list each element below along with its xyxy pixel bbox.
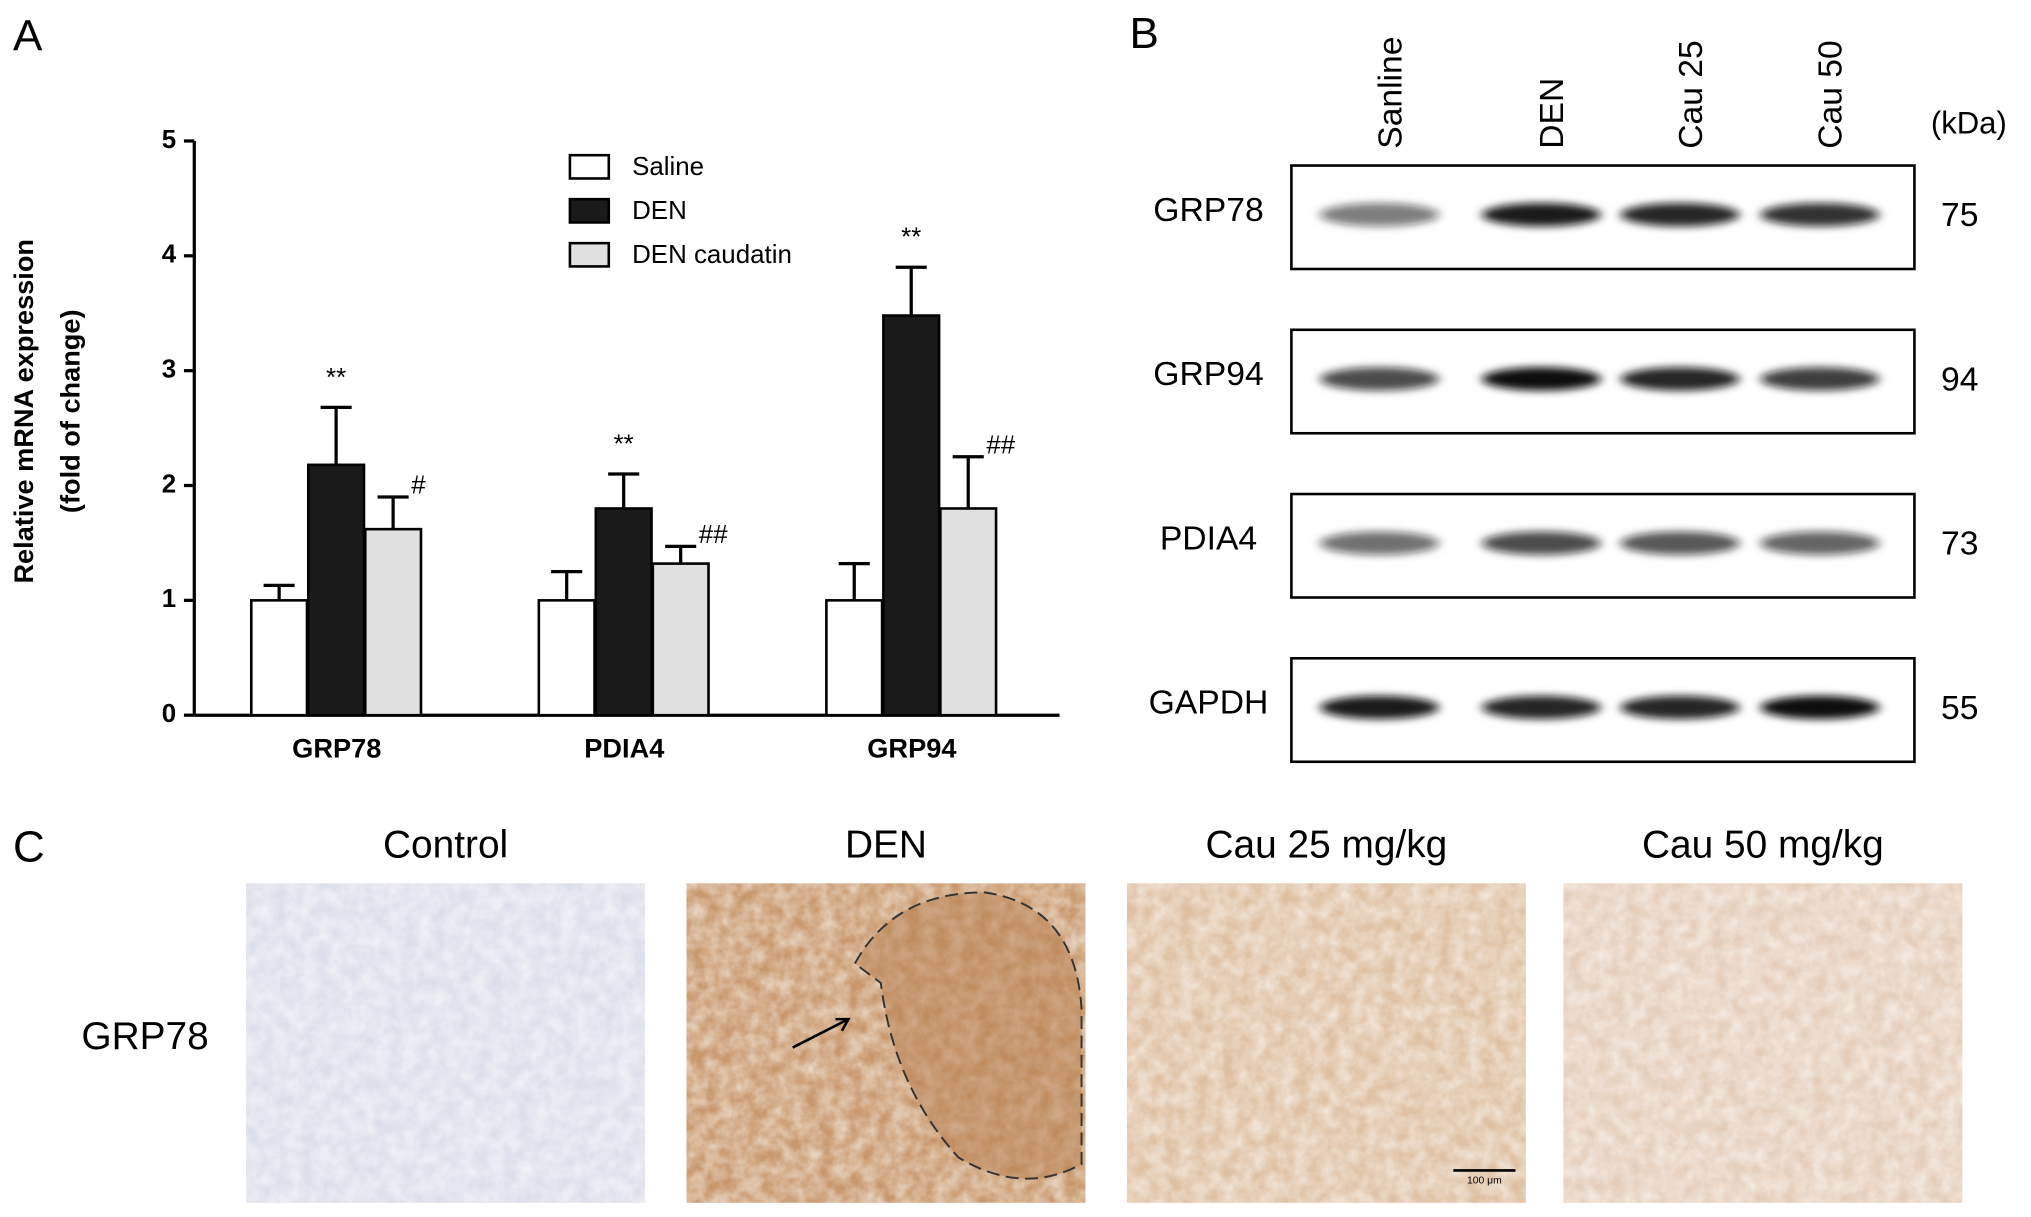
y-tick-label: 5 [162,126,176,154]
band [1319,531,1440,555]
band [1760,695,1880,720]
y-axis-label: (fold of change) [55,309,86,513]
kda-label: 55 [1941,690,1978,727]
legend-label: Saline [632,153,704,181]
band [1620,695,1740,720]
kda-label: 94 [1941,361,1978,398]
significance-label: ** [901,224,921,252]
band [1760,531,1880,555]
significance-label: ** [326,364,346,392]
y-tick-label: 2 [162,470,176,498]
band [1481,531,1601,555]
x-tick-label: PDIA4 [584,732,664,763]
tumor-outline [853,891,1083,1180]
bar [825,599,884,717]
band [1319,695,1440,720]
lane-label: Cau 50 [1813,40,1850,148]
significance-label: ## [699,521,728,549]
protein-label: PDIA4 [1160,521,1257,558]
error-bar [895,265,927,316]
panel-label: C [13,822,45,871]
y-tick-label: 3 [162,356,176,384]
legend-label: DEN caudatin [632,241,792,269]
bar [882,314,941,717]
legend-swatch [568,197,611,224]
y-axis-label: Relative mRNA expression [8,239,39,584]
error-bar [952,455,984,509]
panel-label: A [13,11,43,60]
band [1760,203,1880,227]
significance-label: # [411,472,426,500]
lane-label: Cau 25 [1673,40,1710,148]
kda-label: 75 [1941,197,1978,234]
bar [249,599,309,717]
column-title: Cau 25 mg/kg [1205,823,1447,866]
column-title: Cau 50 mg/kg [1642,823,1884,866]
bar [537,599,596,717]
band [1319,203,1440,227]
protein-label: GRP94 [1153,356,1263,393]
x-tick-label: GRP78 [292,732,381,763]
kda-label: 73 [1941,526,1978,563]
error-bar [377,495,409,530]
scale-bar-label: 100 μm [1467,1176,1502,1187]
lane-label: DEN [1534,78,1571,149]
band [1481,367,1601,391]
bar [306,463,366,717]
band [1620,531,1740,555]
error-bar [608,472,640,509]
bar [594,507,653,717]
column-title: DEN [845,823,927,866]
protein-label: GAPDH [1149,685,1269,722]
band [1620,203,1740,227]
x-tick-label: GRP94 [867,732,956,763]
band [1481,203,1601,227]
error-bar [551,570,583,601]
row-label: GRP78 [81,1015,208,1058]
legend-swatch [568,153,611,180]
band [1319,367,1440,391]
legend-label: DEN [632,197,687,225]
error-bar [838,561,870,601]
error-bar [263,583,295,601]
error-bar [320,405,352,465]
tissue-texture [1563,883,1963,1203]
y-tick-label: 4 [162,241,177,269]
error-bar [665,544,697,564]
significance-label: ## [986,431,1015,459]
content: A Relative mRNA expression (fold of change… [8,9,2007,1203]
y-tick-label: 1 [162,585,176,613]
protein-label: GRP78 [1153,192,1263,229]
bar [363,527,423,717]
bar [651,562,710,717]
band [1760,367,1880,391]
column-title: Control [383,823,508,866]
y-tick-label: 0 [162,700,176,728]
panel-label: B [1129,9,1158,58]
unit-label: (kDa) [1931,106,2007,141]
band [1620,367,1740,391]
tissue-texture [246,883,646,1203]
arrow [792,1017,851,1049]
legend-swatch [568,241,611,268]
band [1481,695,1601,720]
tissue-texture [1126,883,1526,1203]
lane-label: Sanline [1372,37,1409,149]
significance-label: ** [614,430,634,458]
bar [939,507,998,717]
